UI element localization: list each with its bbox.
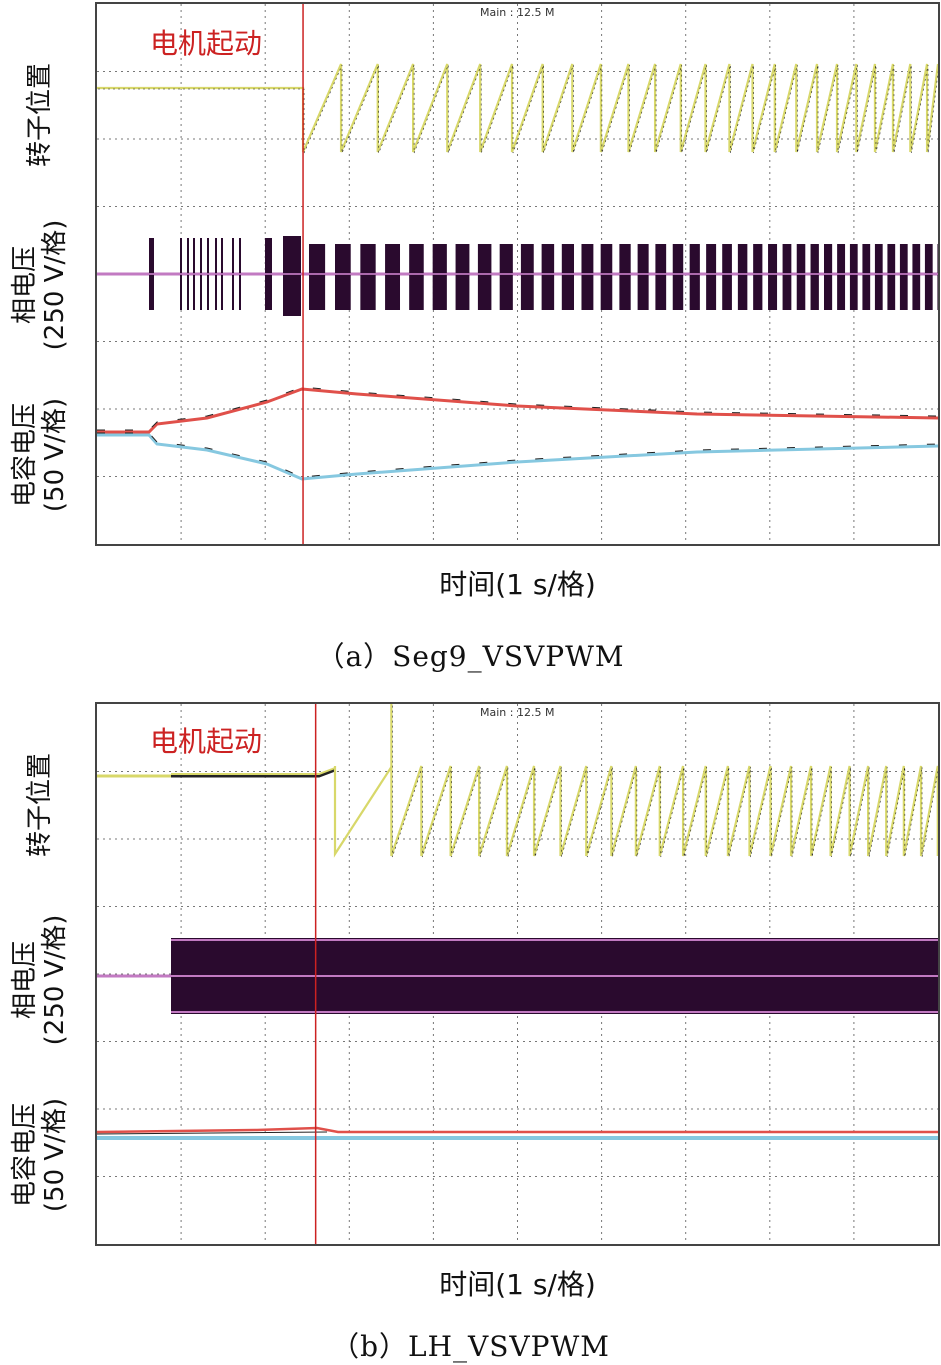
- cap-shadow: [97, 1131, 328, 1135]
- phase-pulse: [937, 244, 938, 310]
- series-rotor-position: [390, 704, 938, 858]
- rotor-flat-dark: [171, 768, 336, 778]
- series-rotor-position-pre: [97, 765, 393, 858]
- cap-upper-trace: [97, 1126, 938, 1134]
- panel-b: 转子位置 相电压 (250 V/格) 电容电压 (50 V/格) 电机起动 Ma…: [0, 700, 941, 1363]
- panel-a: 转子位置 相电压 (250 V/格) 电容电压 (50 V/格) 电机起动 Ma…: [0, 2, 940, 673]
- series-phase-voltage: [97, 938, 938, 1014]
- caption-a: （a）Seg9_VSVPWM: [316, 640, 625, 673]
- phase-pulse: [874, 244, 883, 310]
- series-phase-voltage: [97, 236, 938, 316]
- phase-pulse: [924, 244, 933, 310]
- oscilloscope-plot-a: [95, 2, 940, 546]
- phase-pulse: [541, 244, 555, 310]
- phase-pulse: [796, 244, 806, 310]
- rotor-first-ramp: [333, 765, 393, 858]
- phase-pulse: [561, 244, 575, 310]
- cap-upper-trace: [97, 387, 938, 434]
- phase-pulse: [409, 244, 424, 310]
- rotor-trace-shadow: [392, 704, 938, 858]
- plot-svg-b: [97, 704, 938, 1244]
- phase-pulse: [912, 244, 921, 310]
- cap-lower-trace: [97, 433, 938, 481]
- main-label: Main : 12.5 M: [480, 6, 555, 19]
- motor-start-label: 电机起动: [150, 725, 263, 758]
- phase-pulse: [753, 244, 763, 310]
- phase-pulse: [672, 244, 684, 310]
- phase-pulse: [309, 244, 326, 310]
- phase-pulse: [455, 244, 470, 310]
- phase-pulse: [360, 244, 376, 310]
- rotor-trace-shadow: [98, 64, 938, 154]
- phase-pulse: [849, 244, 858, 310]
- phase-pulse: [862, 244, 871, 310]
- y-label-rotor: 转子位置: [25, 752, 55, 858]
- y-label-cap-voltage: 电容电压 (50 V/格): [10, 1097, 70, 1213]
- phase-pulse: [887, 244, 896, 310]
- phase-pulse: [810, 244, 819, 310]
- phase-pulse: [581, 244, 594, 310]
- phase-pulse: [722, 244, 732, 310]
- rotor-flat: [171, 767, 336, 775]
- plot-svg-a: [97, 4, 938, 544]
- cap-lower-shadow: [97, 432, 938, 478]
- phase-pulse: [619, 244, 631, 310]
- motor-start-label: 电机起动: [150, 27, 263, 60]
- caption-b: （b）LH_VSVPWM: [331, 1330, 610, 1363]
- series-capacitor-voltage: [97, 1126, 938, 1140]
- phase-pulse: [477, 244, 492, 310]
- phase-pulse: [689, 244, 700, 310]
- main-label: Main : 12.5 M: [480, 706, 555, 719]
- phase-pulse: [768, 244, 778, 310]
- rotor-trace: [390, 704, 938, 857]
- phase-pulse: [520, 244, 534, 310]
- y-label-phase-voltage: 相电压 (250 V/格): [10, 914, 70, 1046]
- x-axis-label: 时间(1 s/格): [439, 1268, 596, 1301]
- y-label-phase-voltage: 相电压 (250 V/格): [0, 200, 80, 370]
- phase-pulse: [737, 244, 748, 310]
- phase-pulse: [432, 244, 447, 310]
- rotor-trace: [97, 63, 938, 153]
- phase-pulse: [706, 244, 717, 310]
- phase-voltage-label: 相电压 (250 V/格): [10, 219, 70, 351]
- phase-pulse: [335, 244, 351, 310]
- oscilloscope-plot-b: [95, 702, 940, 1246]
- phase-pulse: [899, 244, 908, 310]
- phase-pulse: [637, 244, 649, 310]
- phase-pulse: [837, 244, 846, 310]
- phase-pulse: [782, 244, 792, 310]
- phase-pulse: [499, 244, 513, 310]
- series-capacitor-voltage: [97, 386, 938, 481]
- cap-upper-shadow: [97, 386, 938, 431]
- y-label-cap-voltage: 电容电压 (50 V/格): [10, 397, 70, 513]
- phase-pulse: [824, 244, 833, 310]
- y-label-rotor: 转子位置: [25, 62, 55, 168]
- x-axis-label: 时间(1 s/格): [439, 568, 596, 601]
- series-rotor-position: [97, 63, 938, 154]
- phase-pulse: [600, 244, 613, 310]
- phase-pulse: [385, 244, 401, 310]
- phase-pulse: [655, 244, 667, 310]
- phase-pulse: [283, 236, 301, 316]
